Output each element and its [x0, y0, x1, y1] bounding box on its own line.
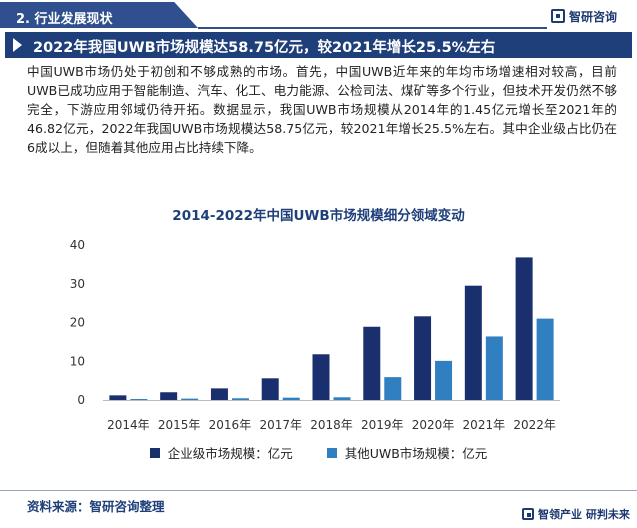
- x-axis-ticks: 2014年 2015年 2016年 2017年 2018年 2019年 2020年 2021年…: [107, 418, 556, 432]
- x-tick-label: 2019年: [361, 418, 404, 432]
- x-tick-label: 2018年: [310, 418, 353, 432]
- headline-text: 2022年我国UWB市场规模达58.75亿元，较2021年增长25.5%左右: [33, 40, 496, 56]
- chart-title: 2014-2022年中国UWB市场规模细分领域变动: [172, 208, 465, 224]
- headline-banner: 2022年我国UWB市场规模达58.75亿元，较2021年增长25.5%左右: [5, 32, 632, 58]
- legend-swatch: [326, 447, 337, 458]
- source-note: 资料来源：智研咨询整理: [27, 499, 165, 514]
- x-tick-label: 2016年: [209, 418, 252, 432]
- footer-logo-text: 智领产业 研判未来: [538, 508, 630, 521]
- footer-rule: [0, 490, 637, 491]
- y-tick-label: 0: [77, 393, 85, 407]
- y-tick-label: 10: [70, 354, 85, 368]
- x-tick-label: 2017年: [259, 418, 302, 432]
- bar-enterprise: [261, 378, 279, 400]
- body-paragraph: 中国UWB市场仍处于初创和不够成熟的市场。首先，中国UWB近年来的年均市场增速相…: [27, 64, 617, 155]
- header-logo: 智研咨询: [551, 8, 617, 24]
- top-rule: [198, 27, 547, 29]
- bar-other: [485, 336, 503, 400]
- y-tick-label: 20: [70, 316, 85, 330]
- legend-label: 其他UWB市场规模：亿元: [344, 446, 488, 461]
- x-tick-label: 2022年: [513, 418, 556, 432]
- logo-icon: [522, 508, 534, 520]
- section-tag: 2. 行业发展现状: [0, 2, 198, 28]
- bar-enterprise: [109, 395, 127, 400]
- x-tick-label: 2015年: [158, 418, 201, 432]
- bar-other: [130, 399, 148, 400]
- logo-icon: [551, 9, 565, 23]
- footer-logo: 智领产业 研判未来: [522, 506, 630, 522]
- bar-other: [536, 318, 554, 400]
- y-axis-ticks: 0 10 20 30 40: [70, 238, 85, 407]
- header-logo-text: 智研咨询: [569, 9, 618, 24]
- x-tick-label: 2014年: [107, 418, 150, 432]
- bar-enterprise: [160, 392, 178, 400]
- bar-other: [181, 398, 199, 400]
- legend-item-enterprise: 企业级市场规模：亿元: [149, 443, 293, 462]
- x-tick-label: 2020年: [412, 418, 455, 432]
- x-tick-label: 2021年: [463, 418, 506, 432]
- bar-other: [231, 398, 249, 400]
- y-tick-label: 40: [70, 238, 85, 252]
- triangle-bullet-icon: [13, 38, 22, 52]
- bar-enterprise: [210, 388, 228, 400]
- bar-other: [282, 397, 300, 400]
- section-label: 2. 行业发展现状: [16, 12, 113, 27]
- bar-other: [333, 397, 351, 400]
- bar-other: [384, 377, 402, 400]
- chart-legend: 企业级市场规模：亿元 其他UWB市场规模：亿元: [0, 443, 637, 462]
- legend-label: 企业级市场规模：亿元: [167, 446, 293, 461]
- legend-swatch: [149, 447, 160, 458]
- legend-item-other: 其他UWB市场规模：亿元: [326, 443, 488, 462]
- bars: [109, 257, 554, 400]
- bar-other: [435, 360, 453, 400]
- bar-enterprise: [312, 354, 330, 400]
- bar-enterprise: [414, 316, 432, 400]
- bar-enterprise: [464, 285, 482, 400]
- y-tick-label: 30: [70, 277, 85, 291]
- bar-enterprise: [363, 326, 381, 400]
- bar-enterprise: [515, 257, 533, 400]
- top-bar: 2. 行业发展现状 智研咨询: [0, 0, 637, 30]
